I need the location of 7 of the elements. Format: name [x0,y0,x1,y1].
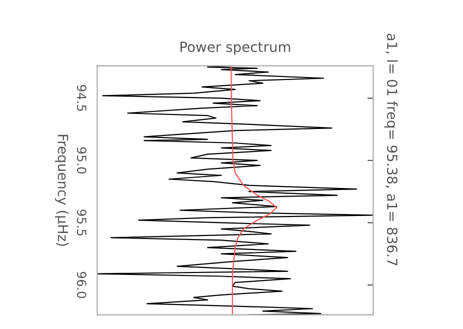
y-tick-label: 95.0 [76,147,86,174]
y-tick-label: 94.5 [76,85,86,111]
y-axis-title: Frequency (μHz) [55,134,68,246]
chart-title: Power spectrum [180,42,290,55]
y-tick-label: 95.5 [76,210,86,236]
text: a1, l= 01 freq= 95.38, a1= 836.7 [384,34,398,266]
y-tick-label: 96.0 [76,272,86,298]
